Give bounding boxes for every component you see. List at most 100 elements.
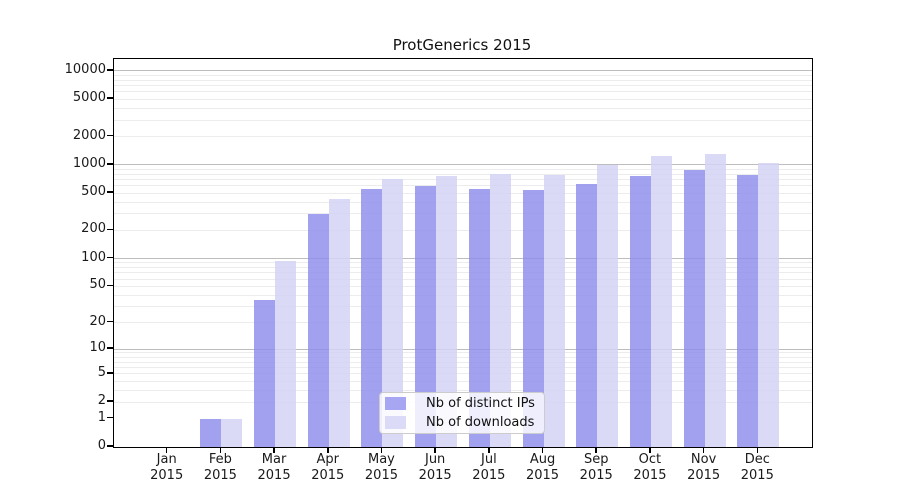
x-tick-label-line: 2015 <box>311 467 345 483</box>
x-tick-label: Nov 2015 <box>672 452 736 483</box>
bar-distinct-ips <box>629 176 651 447</box>
gridline-minor <box>114 267 812 269</box>
gridline-minor <box>114 98 812 100</box>
y-tick-label: 0 <box>97 438 106 453</box>
y-tick-label: 20 <box>89 313 106 329</box>
gridline-minor <box>114 322 812 324</box>
gridline-minor <box>114 213 812 215</box>
y-tick-mark <box>107 163 113 165</box>
bar-downloads <box>328 199 350 447</box>
x-tick-label: Jul 2015 <box>457 452 521 483</box>
y-tick-mark <box>107 445 113 447</box>
x-tick-label: Jan 2015 <box>135 452 199 483</box>
y-tick-mark <box>107 97 113 99</box>
x-tick-mark <box>273 447 275 453</box>
y-tick-label: 1000 <box>72 155 106 171</box>
bar-downloads <box>758 162 780 447</box>
gridline-minor <box>114 294 812 296</box>
gridline-minor <box>114 91 812 93</box>
bar-distinct-ips <box>737 174 759 447</box>
gridline-minor <box>114 168 812 170</box>
legend-label-downloads: Nb of downloads <box>426 415 535 431</box>
x-tick-label-line: Aug <box>529 452 556 467</box>
x-tick-label: Jun 2015 <box>403 452 467 483</box>
gridline-minor <box>114 85 812 86</box>
x-tick-mark <box>434 447 436 453</box>
y-tick-mark <box>107 372 113 374</box>
gridline-minor <box>114 201 812 203</box>
x-tick-mark <box>541 447 544 453</box>
x-tick-label-line: 2015 <box>633 467 667 483</box>
x-tick-mark <box>219 447 222 453</box>
chart-title: ProtGenerics 2015 <box>392 36 532 54</box>
gridline-minor <box>114 185 812 187</box>
bar-distinct-ips <box>307 213 329 447</box>
gridline-minor <box>114 352 812 354</box>
gridline-minor <box>114 178 812 180</box>
gridline-minor <box>114 389 812 391</box>
gridline-minor <box>114 272 812 274</box>
x-tick-label-line: 2015 <box>472 467 506 483</box>
y-tick-label: 2 <box>97 393 106 409</box>
y-tick-label: 100 <box>81 249 106 265</box>
bar-distinct-ips <box>522 190 544 447</box>
bar-distinct-ips <box>254 299 276 447</box>
bar-distinct-ips <box>200 418 222 447</box>
bar-distinct-ips <box>683 169 705 447</box>
x-tick-label: Sep 2015 <box>564 452 628 483</box>
bar-downloads <box>221 418 243 447</box>
x-tick-mark <box>327 447 329 453</box>
y-tick-mark <box>107 284 113 287</box>
gridline-minor <box>114 373 812 375</box>
gridline-major <box>114 70 812 72</box>
y-tick-label: 2000 <box>72 127 106 143</box>
x-tick-label-line: 2015 <box>687 467 721 483</box>
gridline-major <box>114 258 812 260</box>
bar-downloads <box>489 174 511 447</box>
x-tick-label: Oct 2015 <box>618 452 682 483</box>
bar-downloads <box>275 261 297 447</box>
legend-label-distinct-ips: Nb of distinct IPs <box>426 395 535 411</box>
y-tick-mark <box>107 416 113 419</box>
x-tick-label-line: 2015 <box>418 467 452 483</box>
x-tick-mark <box>380 447 383 453</box>
gridline-minor <box>114 173 812 175</box>
bar-downloads <box>597 164 619 447</box>
bar-distinct-ips <box>576 184 598 447</box>
x-tick-mark <box>649 447 651 453</box>
x-tick-label-line: 2015 <box>525 467 560 483</box>
gridline-minor <box>114 361 812 363</box>
legend-item-downloads: Nb of downloads <box>385 414 544 432</box>
x-tick-label: Mar 2015 <box>242 452 306 483</box>
y-tick-mark <box>107 347 113 349</box>
bar-distinct-ips <box>361 188 383 447</box>
x-tick-label-line: 2015 <box>150 467 184 483</box>
x-tick-mark <box>595 447 597 453</box>
y-tick-label: 50 <box>89 277 106 293</box>
y-tick-label: 10 <box>89 340 106 356</box>
y-tick-mark <box>107 69 113 71</box>
x-tick-label-line: 2015 <box>740 467 774 483</box>
legend-swatch-distinct-ips <box>385 396 406 410</box>
gridline-minor <box>114 229 812 231</box>
x-tick-label: Apr 2015 <box>296 452 360 483</box>
x-tick-label-line: 2015 <box>579 467 613 483</box>
plot-area <box>113 58 813 448</box>
y-tick-label: 5000 <box>72 90 106 106</box>
y-tick-mark <box>107 320 113 323</box>
x-tick-label: Dec 2015 <box>725 452 789 483</box>
x-tick-label-line: Sep <box>583 452 609 467</box>
y-tick-mark <box>107 191 113 193</box>
y-tick-mark <box>107 134 113 137</box>
x-tick-mark <box>165 447 168 453</box>
x-tick-label-line: Dec <box>744 452 770 467</box>
legend-item-distinct-ips: Nb of distinct IPs <box>385 394 544 412</box>
x-tick-label-line: 2015 <box>364 467 398 483</box>
gridline-major <box>114 164 812 166</box>
x-tick-label-line: Jan <box>156 452 177 467</box>
x-tick-label-line: Apr <box>316 452 340 467</box>
gridline-minor <box>114 192 812 194</box>
x-tick-mark <box>488 447 490 453</box>
y-tick-mark <box>107 256 113 259</box>
